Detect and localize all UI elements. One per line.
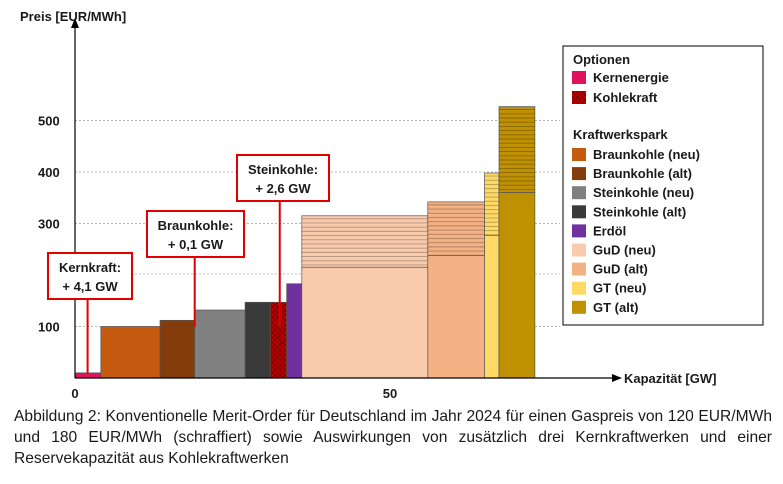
legend-label: Braunkohle (alt) [593, 166, 692, 181]
legend-swatch [572, 71, 586, 84]
bar-kohle [269, 301, 288, 379]
y-axis-arrow [71, 18, 79, 28]
bar-gud_alt-hatch [427, 204, 485, 256]
bars [74, 106, 536, 379]
legend-swatch [572, 167, 586, 181]
y-tick-label: 100 [38, 320, 60, 335]
bar-gt_neu-hatch [484, 175, 499, 236]
callout-box [146, 210, 245, 258]
bar-gud_neu [301, 266, 429, 379]
figure-caption: Abbildung 2: Konventionelle Merit-Order … [14, 408, 772, 467]
y-axis-label: Preis [EUR/MWh] [20, 9, 126, 24]
legend-swatch [572, 205, 586, 219]
callout-title: Steinkohle: [248, 162, 318, 177]
legend-swatch [572, 224, 586, 238]
legend-swatch [572, 243, 586, 257]
bar-gt_alt [498, 192, 536, 379]
callout-value: + 0,1 GW [168, 237, 224, 252]
axes: Preis [EUR/MWh] Kapazität [GW] [20, 9, 716, 386]
bar-gud_alt [427, 255, 485, 379]
legend-label: Steinkohle (neu) [593, 185, 694, 200]
legend-swatch [572, 281, 586, 295]
callout-value: + 4,1 GW [62, 279, 118, 294]
x-tick-label: 50 [383, 386, 397, 400]
legend-swatch [572, 186, 586, 200]
bar-gud_alt-hatched-bg [427, 201, 485, 256]
callout-box [47, 252, 133, 300]
callouts: Kernkraft: + 4,1 GW Braunkohle: + 0,1 GW Ste… [47, 154, 330, 374]
callout-title: Braunkohle: [158, 218, 234, 233]
callout-box [236, 154, 330, 202]
bar-bk_alt [159, 319, 196, 379]
bar-gud_neu-hatched-bg [301, 215, 429, 268]
legend-label: Kohlekraft [593, 90, 658, 105]
legend-label: Kernenergie [593, 70, 669, 85]
legend-label: GuD (alt) [593, 262, 648, 277]
legend-label: Braunkohle (neu) [593, 147, 700, 162]
bar-gt_alt-hatched-bg [498, 106, 536, 193]
bar-erdoel [286, 283, 303, 379]
legend-swatch [572, 91, 586, 104]
tick-labels: 100 300 400 500 0 50 [38, 114, 397, 401]
bar-sk_alt [244, 301, 271, 379]
legend-swatch [572, 148, 586, 161]
legend-swatch [572, 262, 586, 276]
legend-label: GT (alt) [593, 300, 639, 315]
bar-gt_alt-hatch [498, 109, 535, 190]
legend-label: GT (neu) [593, 281, 646, 296]
bar-gud_neu-hatch [301, 218, 428, 266]
merit-order-chart: Preis [EUR/MWh] Kapazität [GW] 100 300 400… [20, 9, 764, 401]
x-axis-label: Kapazität [GW] [624, 371, 716, 386]
legend-swatch [572, 300, 586, 314]
legend-label: Erdöl [593, 223, 626, 238]
bar-gt_neu [484, 234, 500, 379]
bar-sk_neu [194, 309, 246, 379]
callout-value: + 2,6 GW [255, 181, 311, 196]
legend-label: Steinkohle (alt) [593, 204, 686, 219]
x-tick-label: 0 [71, 386, 78, 400]
y-tick-label: 300 [38, 217, 60, 232]
bar-bk_neu [100, 326, 161, 379]
legend-section-title: Kraftwerkspark [573, 127, 668, 142]
legend-box [562, 45, 764, 326]
y-tick-label: 400 [38, 165, 60, 180]
y-tick-label: 500 [38, 114, 60, 129]
legend-label: GuD (neu) [593, 243, 656, 258]
legend: Optionen Kernenergie Kohlekraft Kraftwerksp… [562, 45, 764, 326]
legend-section-title: Optionen [573, 52, 630, 67]
x-axis-arrow [612, 374, 622, 382]
callout-title: Kernkraft: [59, 260, 121, 275]
